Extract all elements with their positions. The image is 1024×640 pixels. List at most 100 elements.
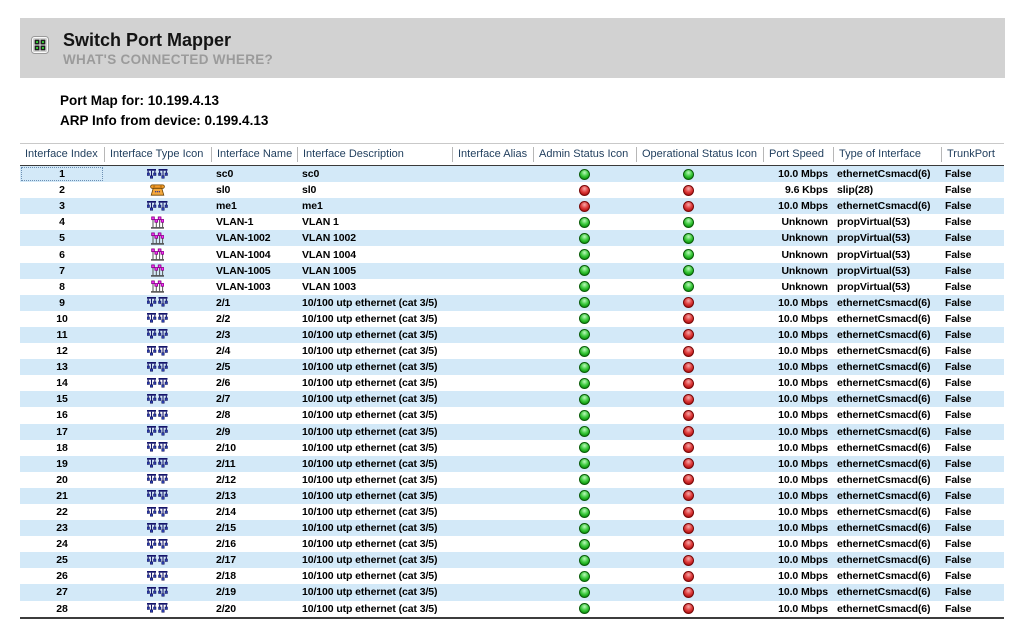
table-row[interactable]: 13 2/510/100 utp ethernet (cat 3/5)10.0 …	[20, 359, 1004, 375]
table-row[interactable]: 15 2/710/100 utp ethernet (cat 3/5)10.0 …	[20, 391, 1004, 407]
cell-interface-type-icon	[104, 198, 211, 214]
cell-trunkport: False	[941, 198, 1004, 214]
cell-admin-status	[533, 504, 636, 520]
cell-interface-name: 2/19	[211, 584, 297, 600]
cell-interface-index: 21	[20, 488, 104, 504]
table-row[interactable]: 19 2/1110/100 utp ethernet (cat 3/5)10.0…	[20, 456, 1004, 472]
table-row[interactable]: 14 2/610/100 utp ethernet (cat 3/5)10.0 …	[20, 375, 1004, 391]
table-row[interactable]: 25 2/1710/100 utp ethernet (cat 3/5)10.0…	[20, 552, 1004, 568]
table-row[interactable]: 5 VLAN-1002VLAN 1002UnknownpropVirtual(5…	[20, 230, 1004, 246]
table-row[interactable]: 1 sc0sc010.0 MbpsethernetCsmacd(6)False	[20, 166, 1004, 182]
table-row[interactable]: 11 2/310/100 utp ethernet (cat 3/5)10.0 …	[20, 327, 1004, 343]
cell-interface-type-icon	[104, 472, 211, 488]
table-row[interactable]: 26 2/1810/100 utp ethernet (cat 3/5)10.0…	[20, 568, 1004, 584]
cell-admin-status	[533, 230, 636, 246]
cell-type-of-interface: ethernetCsmacd(6)	[833, 311, 941, 327]
cell-trunkport: False	[941, 424, 1004, 440]
cell-admin-status	[533, 472, 636, 488]
status-down-icon	[683, 378, 694, 389]
cell-interface-index: 11	[20, 327, 104, 343]
cell-type-of-interface: propVirtual(53)	[833, 230, 941, 246]
cell-port-speed: Unknown	[763, 263, 833, 279]
cell-interface-alias	[452, 375, 533, 391]
table-row[interactable]: 21 2/1310/100 utp ethernet (cat 3/5)10.0…	[20, 488, 1004, 504]
table-row[interactable]: 9 2/110/100 utp ethernet (cat 3/5)10.0 M…	[20, 295, 1004, 311]
cell-interface-alias	[452, 552, 533, 568]
column-header-admin-status-icon[interactable]: Admin Status Icon	[533, 147, 636, 162]
cell-port-speed: 10.0 Mbps	[763, 359, 833, 375]
status-down-icon	[683, 426, 694, 437]
cell-port-speed: Unknown	[763, 230, 833, 246]
table-row[interactable]: 17 2/910/100 utp ethernet (cat 3/5)10.0 …	[20, 424, 1004, 440]
status-up-icon	[579, 523, 590, 534]
status-up-icon	[579, 442, 590, 453]
status-up-icon	[579, 217, 590, 228]
cell-interface-type-icon	[104, 391, 211, 407]
column-header-operational-status-icon[interactable]: Operational Status Icon	[636, 147, 763, 162]
column-header-interface-name[interactable]: Interface Name	[211, 147, 297, 162]
cell-interface-alias	[452, 504, 533, 520]
cell-operational-status	[636, 263, 763, 279]
table-row[interactable]: 2 sl0sl09.6 Kbpsslip(28)False	[20, 182, 1004, 198]
table-row[interactable]: 10 2/210/100 utp ethernet (cat 3/5)10.0 …	[20, 311, 1004, 327]
table-row[interactable]: 28 2/2010/100 utp ethernet (cat 3/5)10.0…	[20, 601, 1004, 617]
device-info: Port Map for: 10.199.4.13 ARP Info from …	[60, 91, 268, 131]
column-header-type-of-interface[interactable]: Type of Interface	[833, 147, 941, 162]
table-row[interactable]: 23 2/1510/100 utp ethernet (cat 3/5)10.0…	[20, 520, 1004, 536]
column-header-interface-description[interactable]: Interface Description	[297, 147, 452, 162]
table-row[interactable]: 4 VLAN-1VLAN 1UnknownpropVirtual(53)Fals…	[20, 214, 1004, 230]
cell-interface-description: 10/100 utp ethernet (cat 3/5)	[297, 456, 452, 472]
status-up-icon	[579, 313, 590, 324]
table-row[interactable]: 8 VLAN-1003VLAN 1003UnknownpropVirtual(5…	[20, 279, 1004, 295]
column-header-trunkport[interactable]: TrunkPort	[941, 147, 1004, 162]
cell-interface-index: 25	[20, 552, 104, 568]
cell-interface-index: 28	[20, 601, 104, 617]
ethernet-segment-icon	[147, 587, 168, 598]
table-row[interactable]: 3 me1me110.0 MbpsethernetCsmacd(6)False	[20, 198, 1004, 214]
table-row[interactable]: 7 VLAN-1005VLAN 1005UnknownpropVirtual(5…	[20, 263, 1004, 279]
status-down-icon	[683, 507, 694, 518]
cell-interface-index: 12	[20, 343, 104, 359]
cell-interface-type-icon	[104, 440, 211, 456]
cell-type-of-interface: ethernetCsmacd(6)	[833, 536, 941, 552]
cell-interface-name: 2/13	[211, 488, 297, 504]
table-row[interactable]: 16 2/810/100 utp ethernet (cat 3/5)10.0 …	[20, 407, 1004, 423]
status-up-icon	[579, 233, 590, 244]
column-header-interface-alias[interactable]: Interface Alias	[452, 147, 533, 162]
cell-interface-name: 2/10	[211, 440, 297, 456]
cell-interface-index: 14	[20, 375, 104, 391]
ethernet-segment-icon	[147, 426, 168, 437]
status-up-icon	[579, 603, 590, 614]
cell-operational-status	[636, 440, 763, 456]
table-row[interactable]: 22 2/1410/100 utp ethernet (cat 3/5)10.0…	[20, 504, 1004, 520]
cell-trunkport: False	[941, 601, 1004, 617]
cell-interface-type-icon	[104, 343, 211, 359]
cell-interface-index: 10	[20, 311, 104, 327]
column-header-port-speed[interactable]: Port Speed	[763, 147, 833, 162]
table-row[interactable]: 27 2/1910/100 utp ethernet (cat 3/5)10.0…	[20, 584, 1004, 600]
table-row[interactable]: 12 2/410/100 utp ethernet (cat 3/5)10.0 …	[20, 343, 1004, 359]
cell-interface-alias	[452, 182, 533, 198]
table-row[interactable]: 24 2/1610/100 utp ethernet (cat 3/5)10.0…	[20, 536, 1004, 552]
column-header-interface-type-icon[interactable]: Interface Type Icon	[104, 147, 211, 162]
column-header-interface-index[interactable]: Interface Index	[20, 147, 104, 162]
cell-interface-type-icon	[104, 584, 211, 600]
cell-operational-status	[636, 601, 763, 617]
status-up-icon	[579, 507, 590, 518]
cell-interface-description: 10/100 utp ethernet (cat 3/5)	[297, 407, 452, 423]
ethernet-segment-icon	[147, 313, 168, 324]
cell-type-of-interface: ethernetCsmacd(6)	[833, 472, 941, 488]
table-row[interactable]: 18 2/1010/100 utp ethernet (cat 3/5)10.0…	[20, 440, 1004, 456]
cell-interface-description: VLAN 1004	[297, 246, 452, 262]
table-row[interactable]: 20 2/1210/100 utp ethernet (cat 3/5)10.0…	[20, 472, 1004, 488]
status-down-icon	[683, 201, 694, 212]
table-row[interactable]: 6 VLAN-1004VLAN 1004UnknownpropVirtual(5…	[20, 246, 1004, 262]
cell-admin-status	[533, 520, 636, 536]
cell-interface-name: VLAN-1	[211, 214, 297, 230]
cell-interface-index: 2	[20, 182, 104, 198]
cell-interface-description: 10/100 utp ethernet (cat 3/5)	[297, 568, 452, 584]
status-down-icon	[683, 362, 694, 373]
cell-interface-name: 2/11	[211, 456, 297, 472]
cell-interface-alias	[452, 488, 533, 504]
ethernet-segment-icon	[147, 362, 168, 373]
